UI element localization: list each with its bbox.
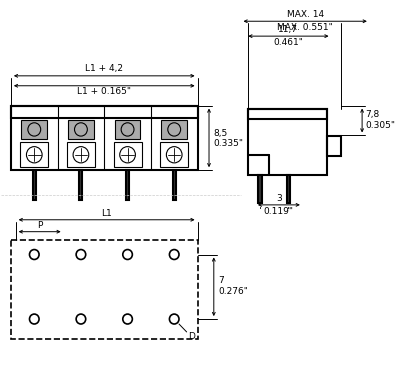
Bar: [11, 105, 198, 118]
Text: 8,5: 8,5: [214, 129, 228, 138]
Bar: [11, 105, 198, 170]
Text: 11,7: 11,7: [278, 25, 298, 34]
Bar: [68, 119, 94, 139]
Bar: [248, 108, 327, 119]
Text: 0.119": 0.119": [264, 207, 294, 216]
Bar: [80, 170, 82, 200]
Text: 7: 7: [218, 276, 224, 285]
Bar: [327, 136, 341, 156]
Bar: [248, 108, 327, 175]
Bar: [258, 175, 262, 203]
Text: MAX. 14: MAX. 14: [287, 10, 324, 19]
Text: L1 + 0.165": L1 + 0.165": [77, 87, 131, 96]
Bar: [22, 119, 47, 139]
Text: P: P: [37, 221, 42, 230]
Bar: [67, 143, 95, 167]
Bar: [115, 119, 140, 139]
Bar: [20, 143, 48, 167]
Text: 0.276": 0.276": [218, 287, 248, 296]
Text: L1 + 4,2: L1 + 4,2: [85, 64, 123, 73]
Bar: [160, 143, 188, 167]
Text: 7,8: 7,8: [365, 110, 379, 119]
Bar: [286, 175, 290, 203]
Text: 0.461": 0.461": [274, 38, 303, 47]
Text: MAX. 0.551": MAX. 0.551": [277, 23, 333, 32]
Bar: [11, 240, 198, 339]
Bar: [173, 170, 176, 200]
Text: 0.335": 0.335": [214, 139, 244, 148]
Bar: [114, 143, 142, 167]
Text: 0.305": 0.305": [365, 121, 395, 130]
Bar: [33, 170, 36, 200]
Bar: [161, 119, 187, 139]
Text: D: D: [188, 332, 195, 341]
Text: L1: L1: [101, 209, 112, 218]
Text: 3: 3: [276, 194, 282, 203]
Bar: [126, 170, 129, 200]
